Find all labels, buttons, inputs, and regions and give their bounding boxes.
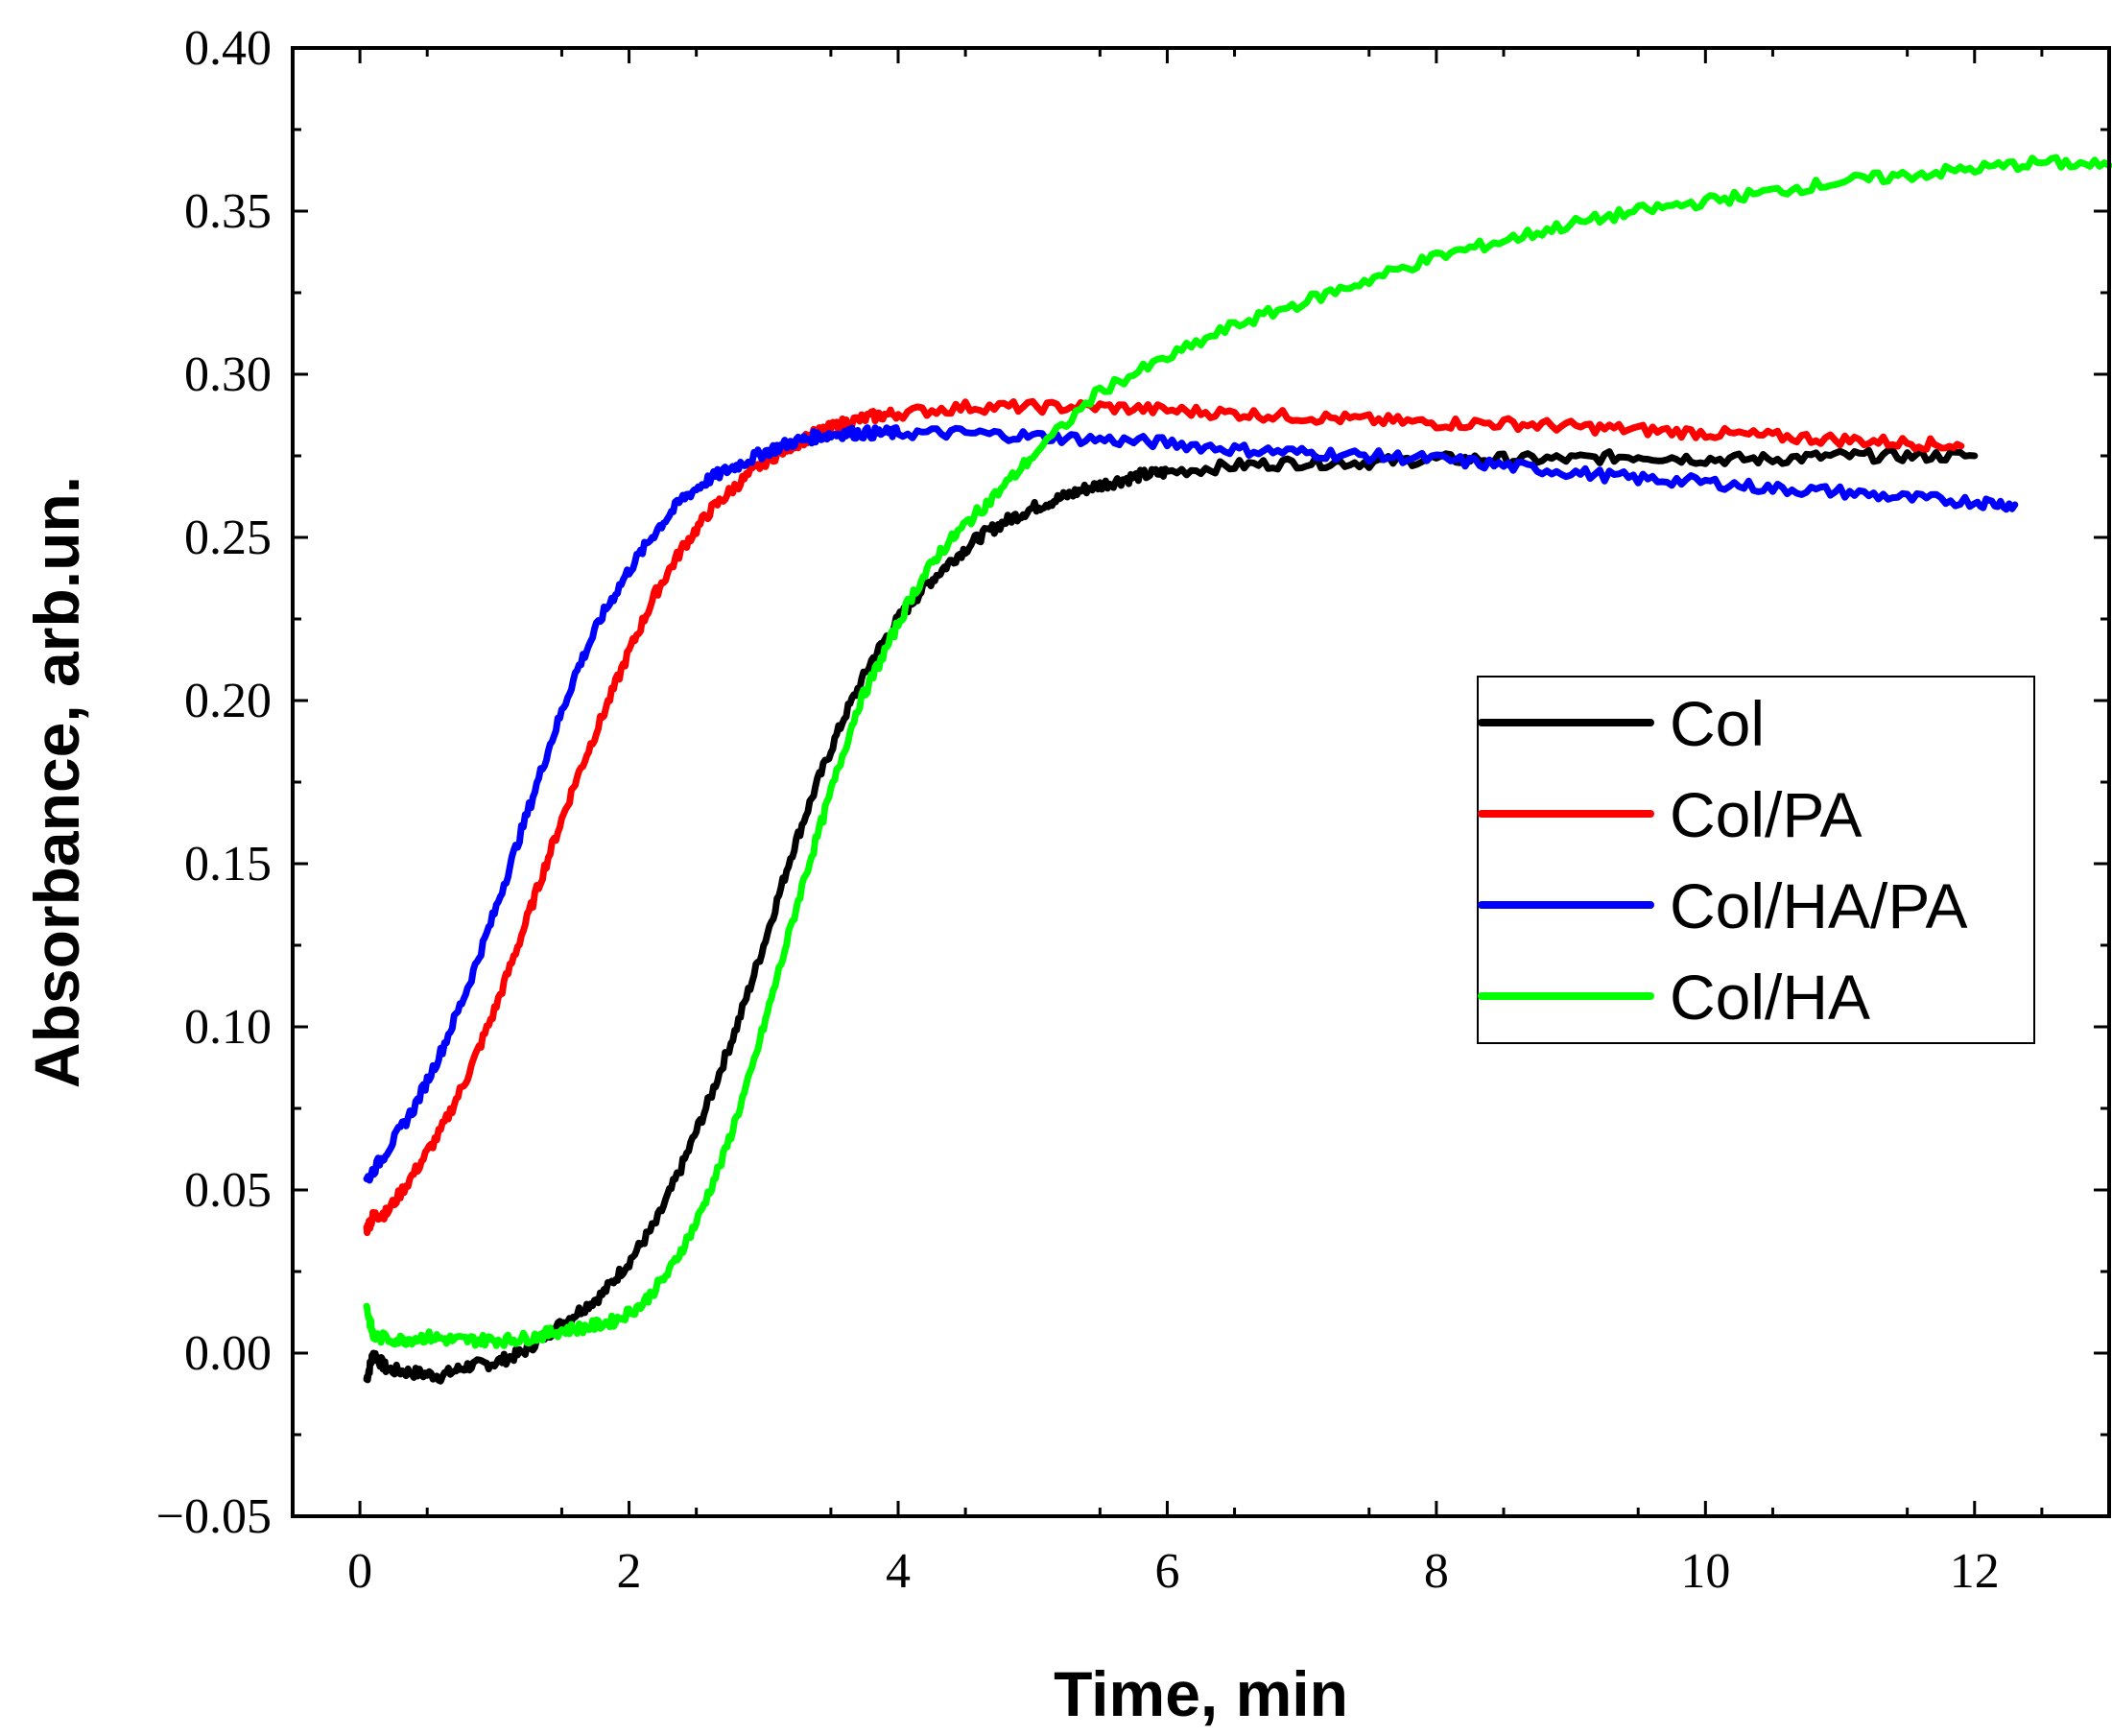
- legend-label-col: Col: [1670, 688, 1765, 759]
- y-tick-label: 0.00: [184, 1326, 272, 1381]
- y-tick-label: 0.05: [184, 1163, 272, 1218]
- x-tick-label: 0: [347, 1544, 372, 1599]
- series-line-col-ha: [363, 154, 2112, 1349]
- y-tick-label: 0.30: [184, 347, 272, 402]
- series-layer: [363, 154, 2112, 1385]
- y-tick-label: 0.25: [184, 511, 272, 565]
- y-tick-label: 0.35: [184, 184, 272, 239]
- tick-label-layer: 0 2 4 6 8 10 12 −0.05 0.00 0.05 0.10 0.15 0.20 0.25 0.…: [156, 21, 2000, 1599]
- y-tick-label: 0.10: [184, 1000, 272, 1055]
- y-tick-label: 0.15: [184, 837, 272, 892]
- x-axis-title: Time, min: [1054, 1658, 1348, 1729]
- y-tick-label: −0.05: [156, 1489, 272, 1544]
- x-tick-label: 2: [617, 1544, 642, 1599]
- legend: Col Col/PA Col/HA/PA Col/HA: [1477, 676, 2035, 1044]
- series-line-col-ha-pa: [363, 424, 2019, 1184]
- x-tick-label: 6: [1154, 1544, 1179, 1599]
- x-tick-label: 12: [1950, 1544, 2000, 1599]
- series-line-col-pa: [363, 397, 1965, 1237]
- x-tick-label: 10: [1680, 1544, 1730, 1599]
- x-tick-label: 8: [1424, 1544, 1449, 1599]
- x-tick-label: 4: [886, 1544, 911, 1599]
- legend-label-col-pa: Col/PA: [1670, 779, 1863, 850]
- y-axis-title: Absorbance, arb.un.: [21, 476, 92, 1088]
- legend-label-col-ha-pa: Col/HA/PA: [1670, 870, 1968, 941]
- y-tick-label: 0.40: [184, 21, 272, 76]
- y-tick-label: 0.20: [184, 674, 272, 728]
- legend-box: [1477, 676, 2035, 1044]
- legend-label-col-ha: Col/HA: [1670, 962, 1870, 1033]
- tick-layer: [293, 46, 2109, 1518]
